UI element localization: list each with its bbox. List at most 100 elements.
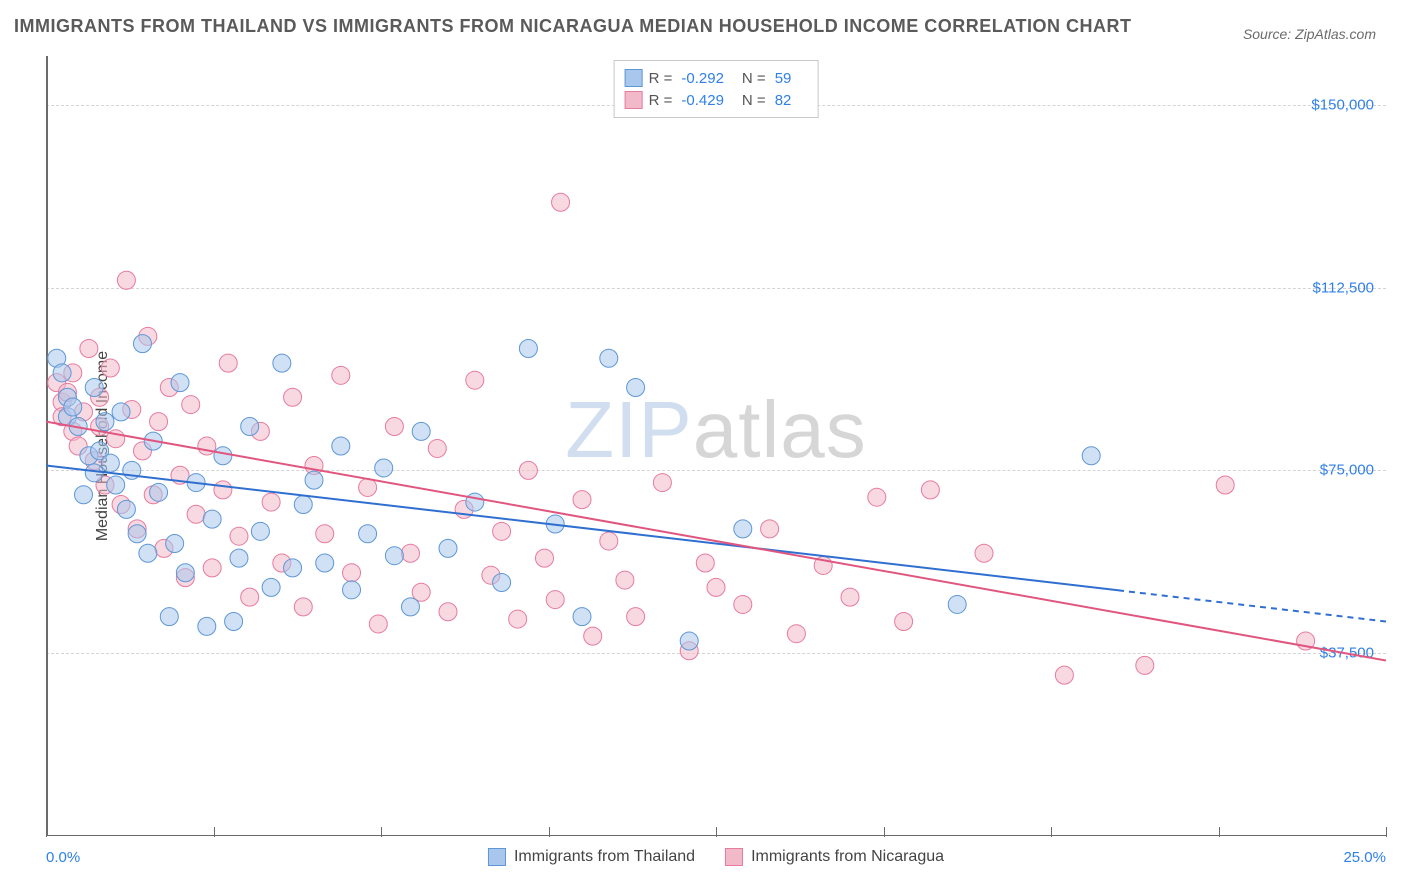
data-point (343, 564, 361, 582)
data-point (53, 364, 71, 382)
data-point (160, 608, 178, 626)
plot-area: $37,500$75,000$112,500$150,0000.0%25.0% (46, 56, 1386, 836)
data-point (707, 578, 725, 596)
data-point (895, 613, 913, 631)
legend-r-label: R = (649, 92, 673, 109)
data-point (107, 476, 125, 494)
data-point (428, 439, 446, 457)
data-point (80, 340, 98, 358)
legend-swatch (625, 91, 643, 109)
legend-r-label: R = (649, 70, 673, 87)
data-point (493, 522, 511, 540)
data-point (284, 559, 302, 577)
data-point (1216, 476, 1234, 494)
data-point (241, 418, 259, 436)
data-point (166, 535, 184, 553)
data-point (251, 522, 269, 540)
data-point (439, 539, 457, 557)
data-point (316, 525, 334, 543)
data-point (466, 371, 484, 389)
series-legend-item: Immigrants from Thailand (488, 848, 695, 866)
data-point (439, 603, 457, 621)
data-point (552, 193, 570, 211)
data-point (600, 532, 618, 550)
series-legend: Immigrants from Thailand Immigrants from … (488, 848, 944, 866)
data-point (128, 525, 146, 543)
legend-n-value: 82 (775, 92, 792, 109)
data-point (841, 588, 859, 606)
data-point (546, 591, 564, 609)
data-point (401, 544, 419, 562)
data-point (262, 493, 280, 511)
data-point (187, 505, 205, 523)
legend-swatch (725, 848, 743, 866)
data-point (921, 481, 939, 499)
data-point (203, 559, 221, 577)
legend-swatch (625, 69, 643, 87)
data-point (519, 340, 537, 358)
data-point (509, 610, 527, 628)
correlation-legend: R = -0.292N = 59 R = -0.429N = 82 (614, 60, 819, 118)
data-point (139, 544, 157, 562)
data-point (305, 471, 323, 489)
data-point (101, 454, 119, 472)
data-point (133, 335, 151, 353)
chart-title: IMMIGRANTS FROM THAILAND VS IMMIGRANTS F… (14, 16, 1131, 37)
legend-swatch (488, 848, 506, 866)
data-point (653, 474, 671, 492)
data-point (1082, 447, 1100, 465)
data-point (385, 418, 403, 436)
data-point (230, 549, 248, 567)
legend-r-value: -0.429 (681, 92, 724, 109)
data-point (948, 595, 966, 613)
data-point (975, 544, 993, 562)
data-point (85, 379, 103, 397)
data-point (96, 413, 114, 431)
data-point (573, 491, 591, 509)
data-point (150, 413, 168, 431)
data-point (294, 598, 312, 616)
data-point (117, 271, 135, 289)
data-point (519, 461, 537, 479)
data-point (214, 447, 232, 465)
data-point (182, 396, 200, 414)
data-point (680, 632, 698, 650)
data-point (75, 486, 93, 504)
series-legend-label: Immigrants from Thailand (514, 848, 695, 866)
data-point (627, 608, 645, 626)
data-point (466, 493, 484, 511)
data-point (412, 422, 430, 440)
legend-row: R = -0.429N = 82 (625, 89, 804, 111)
legend-n-label: N = (742, 70, 766, 87)
data-point (343, 581, 361, 599)
data-point (1136, 656, 1154, 674)
chart-svg (46, 56, 1386, 836)
data-point (219, 354, 237, 372)
data-point (262, 578, 280, 596)
legend-n-value: 59 (775, 70, 792, 87)
x-tick (1386, 827, 1387, 837)
data-point (64, 398, 82, 416)
data-point (369, 615, 387, 633)
data-point (112, 403, 130, 421)
series-legend-item: Immigrants from Nicaragua (725, 848, 944, 866)
series-legend-label: Immigrants from Nicaragua (751, 848, 944, 866)
legend-row: R = -0.292N = 59 (625, 67, 804, 89)
data-point (117, 500, 135, 518)
trend-line-extrapolated (1118, 590, 1386, 621)
data-point (868, 488, 886, 506)
data-point (284, 388, 302, 406)
data-point (696, 554, 714, 572)
data-point (198, 617, 216, 635)
data-point (230, 527, 248, 545)
data-point (401, 598, 419, 616)
data-point (600, 349, 618, 367)
data-point (493, 574, 511, 592)
data-point (150, 483, 168, 501)
data-point (761, 520, 779, 538)
scatter-plot: ZIPatlas $37,500$75,000$112,500$150,0000… (46, 56, 1386, 836)
data-point (359, 525, 377, 543)
data-point (573, 608, 591, 626)
data-point (294, 496, 312, 514)
data-point (787, 625, 805, 643)
